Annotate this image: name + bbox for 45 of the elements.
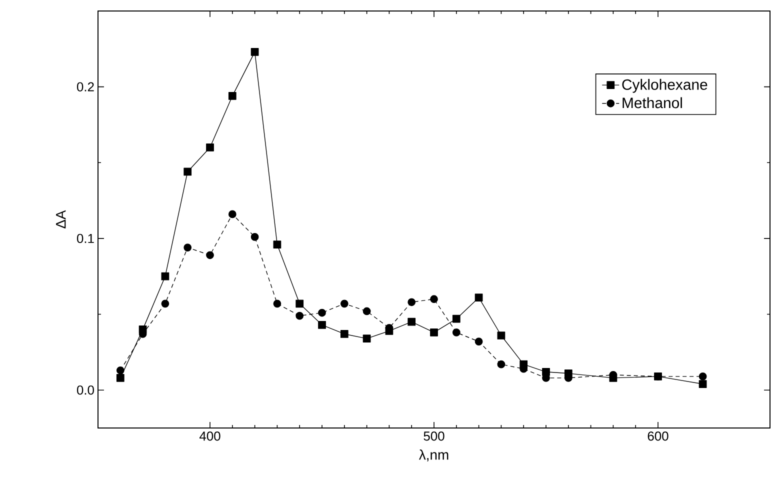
point [340,300,348,308]
point [474,338,483,346]
point [430,295,438,304]
y-tick-label: 0.0 [76,386,94,395]
point [184,168,192,176]
point [430,328,438,336]
point [497,332,506,340]
point [273,300,282,308]
point [654,372,662,380]
point [228,210,236,218]
point [116,374,124,382]
point [296,312,304,320]
legend-label: Cyklohexane [622,78,708,93]
point [318,320,326,329]
point [340,330,348,338]
point [408,318,416,326]
point [497,360,506,368]
point [474,294,483,302]
point [698,380,707,388]
y-tick-label: 0.1 [76,234,94,244]
point [206,251,214,260]
point [273,240,282,248]
y-axis-title: ΔA [56,210,66,228]
point [452,314,460,323]
point [408,298,416,306]
x-tick-label: 400 [199,432,220,441]
point [318,308,326,317]
point [161,272,170,280]
legend-label: Methanol [622,97,682,108]
point [362,334,371,342]
point [206,144,214,152]
y-tick-label: 0.2 [76,82,94,92]
x-tick-label: 600 [648,432,668,441]
point [228,92,236,100]
point [250,233,259,241]
point [362,307,371,316]
x-axis-title: λ,nm [418,450,448,462]
point [452,328,460,336]
point [698,372,707,380]
point [184,244,192,252]
x-tick-label: 500 [424,432,444,441]
point [296,300,304,308]
point [161,300,170,308]
point [250,48,259,56]
point [116,366,124,374]
